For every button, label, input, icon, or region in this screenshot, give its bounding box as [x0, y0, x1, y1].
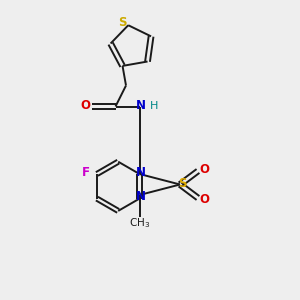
Text: F: F	[82, 166, 89, 179]
Text: S: S	[118, 16, 127, 29]
Text: O: O	[199, 193, 209, 206]
Text: O: O	[80, 99, 90, 112]
Text: S: S	[178, 177, 187, 190]
Text: N: N	[136, 99, 146, 112]
Text: H: H	[150, 100, 158, 111]
Text: N: N	[136, 166, 146, 179]
Text: N: N	[136, 190, 146, 203]
Text: O: O	[199, 163, 209, 176]
Text: CH$_3$: CH$_3$	[129, 216, 150, 230]
